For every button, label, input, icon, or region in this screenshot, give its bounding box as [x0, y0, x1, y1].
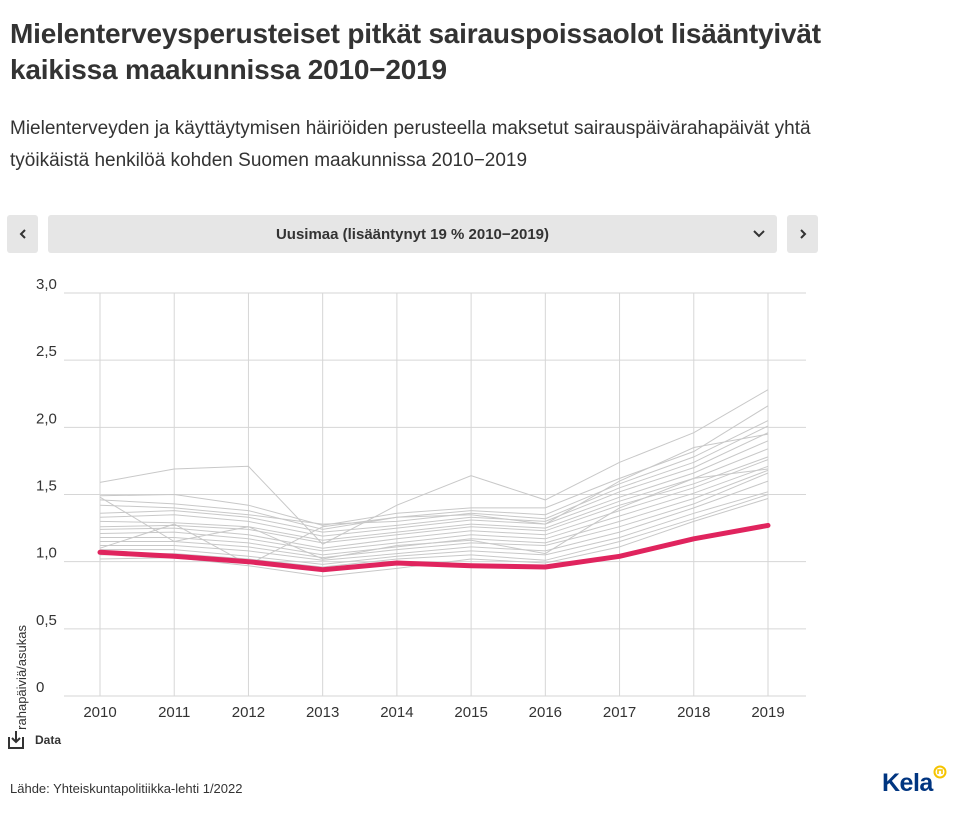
x-tick-label: 2015 [454, 704, 487, 721]
chart-subtitle: Mielenterveyden ja käyttäytymisen häiriö… [10, 118, 811, 171]
region-select[interactable]: Uusimaa (lisääntynyt 19 % 2010−2019) [48, 215, 777, 253]
region-series-line [99, 405, 769, 526]
region-series-line [99, 420, 769, 530]
data-download-link[interactable]: Data [7, 729, 61, 751]
grid-lines [64, 292, 806, 697]
x-tick-label: 2014 [380, 704, 413, 721]
download-icon [8, 731, 24, 749]
region-series-line [99, 432, 769, 533]
region-series-line [99, 389, 769, 545]
region-series-line [99, 494, 769, 568]
region-series-line [100, 480, 769, 561]
logo-mark-icon [933, 765, 947, 779]
x-tick-label: 2011 [158, 704, 190, 721]
y-tick-label: 1,5 [36, 478, 57, 495]
x-tick-label: 2010 [83, 704, 116, 721]
source-note: Lähde: Yhteiskuntapolitiikka-lehti 1/202… [10, 781, 243, 796]
x-tick-label: 2012 [232, 704, 265, 721]
x-tick-label: 2013 [306, 704, 339, 721]
y-tick-label: 2,5 [36, 343, 57, 360]
y-tick-label: 0 [36, 679, 44, 696]
data-link-label: Data [35, 733, 62, 747]
y-axis-ticks: 0 0,5 1,0 1,5 2,0 2,5 3,0 [36, 276, 57, 696]
x-tick-label: 2017 [603, 704, 636, 721]
logo-text: Kela [882, 769, 933, 797]
chevron-down-icon [753, 230, 765, 238]
y-tick-label: 2,0 [36, 410, 57, 427]
chart-title: Mielenterveysperusteiset pitkät sairausp… [10, 18, 821, 85]
line-chart: 0 0,5 1,0 1,5 2,0 2,5 3,0 2010 2011 2012 2013 2014… [14, 276, 806, 730]
region-series-line [100, 491, 769, 565]
region-series-line [99, 459, 769, 549]
previous-region-button[interactable] [7, 215, 38, 253]
chevron-right-icon [799, 229, 806, 239]
y-tick-label: 3,0 [36, 276, 57, 293]
y-axis-label: Sairauspäivärahapäiviä/asukas [14, 625, 29, 730]
uusimaa-series-line [97, 522, 771, 573]
region-series-line [99, 468, 769, 560]
next-region-button[interactable] [787, 215, 818, 253]
x-tick-label: 2019 [751, 704, 784, 721]
region-series-line [99, 456, 769, 544]
chevron-left-icon [19, 229, 26, 239]
region-series-line [99, 448, 769, 541]
kela-logo: Kela [882, 765, 948, 801]
x-tick-label: 2018 [677, 704, 710, 721]
y-tick-label: 1,0 [36, 545, 57, 562]
y-tick-label: 0,5 [36, 612, 57, 629]
region-select-value: Uusimaa (lisääntynyt 19 % 2010−2019) [275, 225, 550, 243]
region-series-line [99, 440, 769, 537]
x-tick-label: 2016 [529, 704, 562, 721]
background-series-lines [99, 389, 769, 577]
highlight-series-line [97, 522, 771, 573]
region-series-line [99, 433, 769, 565]
x-axis-ticks: 2010 2011 2012 2013 2014 2015 2016 2017 2018 2019 [83, 704, 784, 721]
region-series-line [99, 465, 769, 552]
region-series-line [99, 425, 769, 525]
